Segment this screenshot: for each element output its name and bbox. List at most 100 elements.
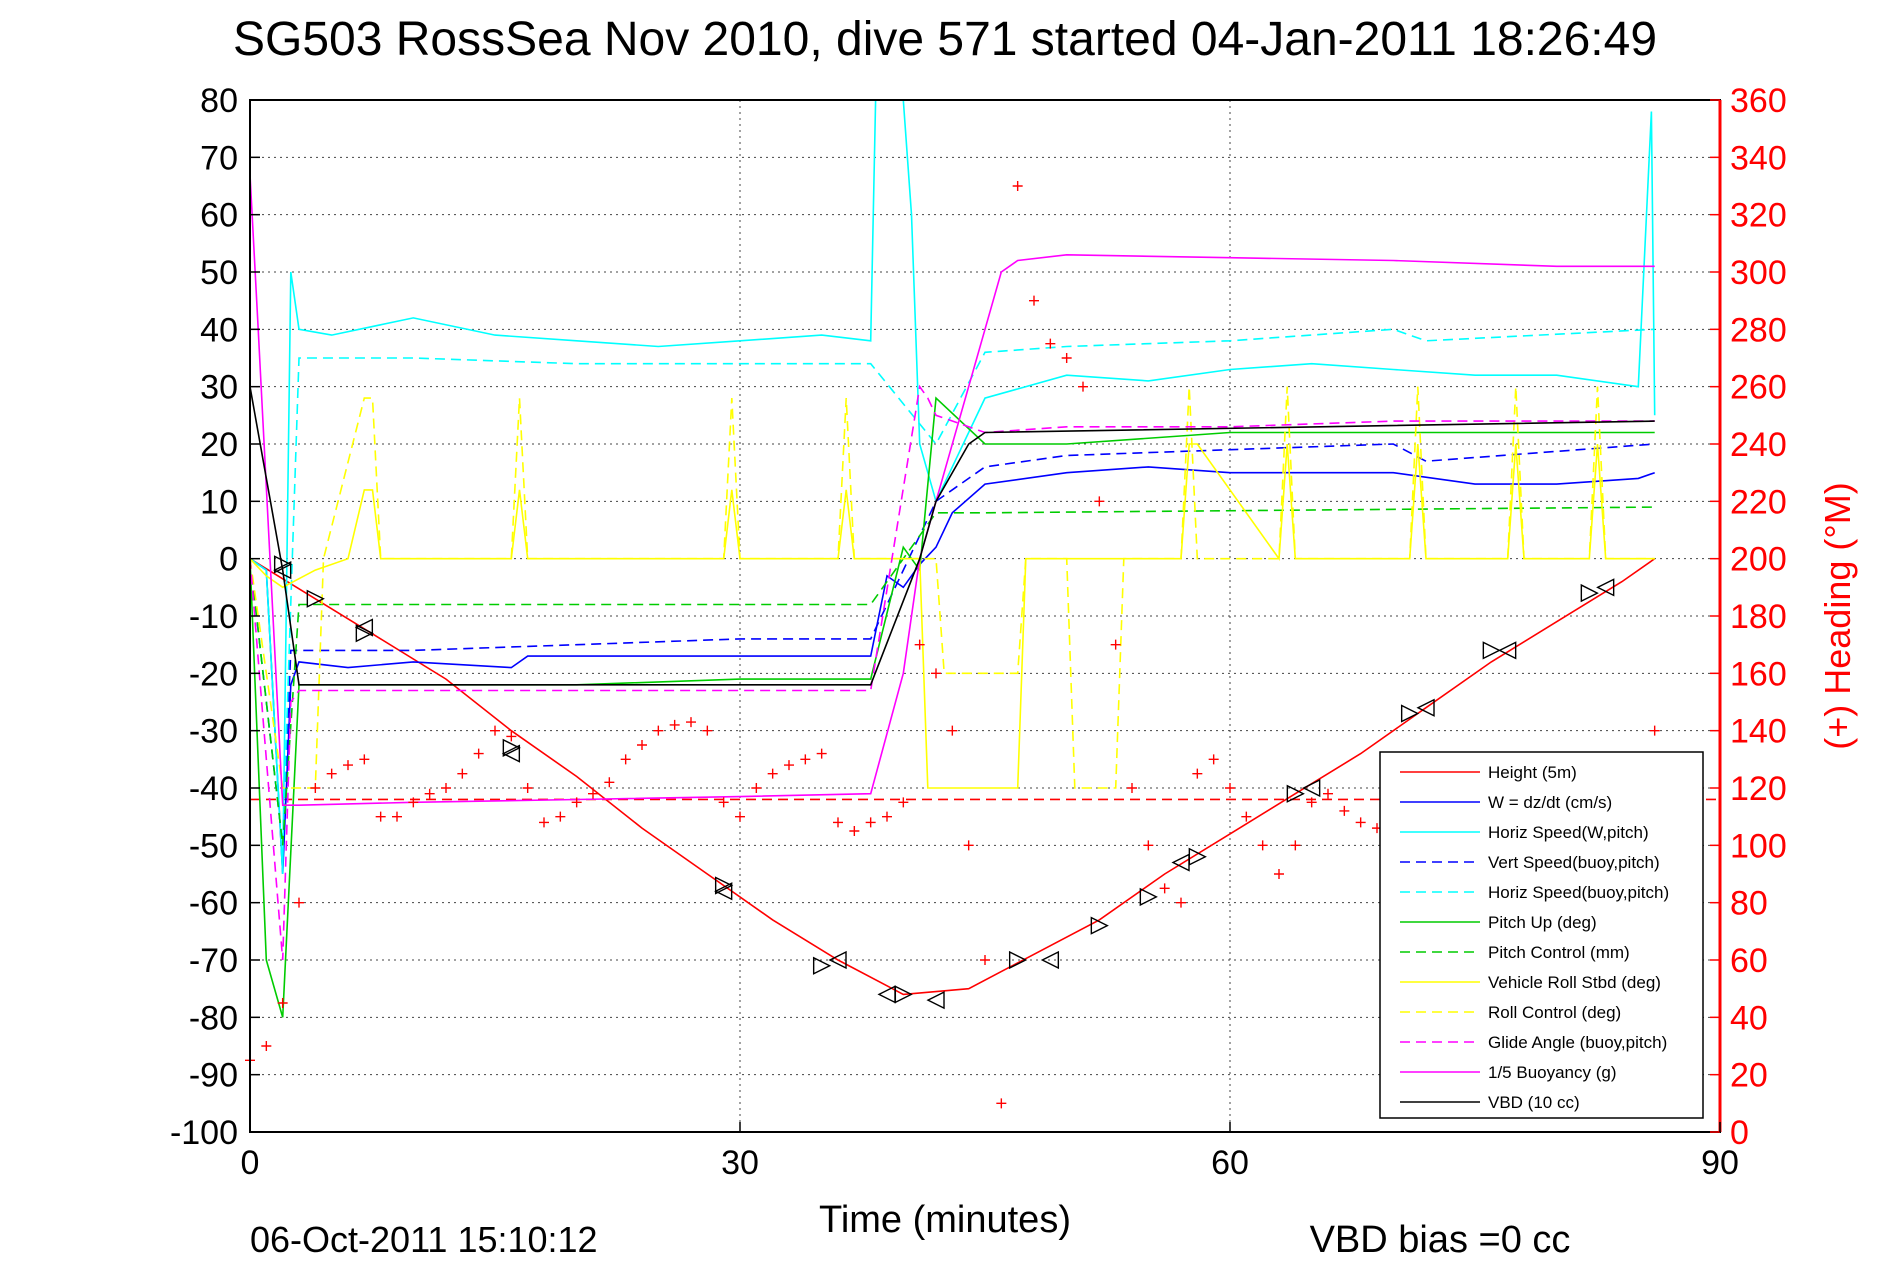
- heading-point: [865, 817, 876, 828]
- left-tick-label: -70: [189, 942, 238, 980]
- heading-point: [604, 777, 615, 788]
- right-tick-label: 320: [1730, 197, 1787, 235]
- left-tick-label: -10: [189, 598, 238, 636]
- turn-marker-right: [1139, 887, 1158, 907]
- left-tick-label: -90: [189, 1057, 238, 1095]
- left-tick-label: -20: [189, 655, 238, 693]
- timestamp-label: 06-Oct-2011 15:10:12: [250, 1219, 598, 1260]
- right-tick-label: 280: [1730, 311, 1787, 349]
- heading-point: [490, 725, 500, 736]
- series-line-vehicle-roll-stbd-deg: [249, 443, 1655, 789]
- right-tick-label: 360: [1730, 82, 1787, 120]
- legend-label-pitch-up-deg: Pitch Up (deg): [1488, 913, 1597, 932]
- turn-marker-left: [714, 882, 733, 901]
- heading-point: [261, 1041, 272, 1051]
- heading-point: [637, 740, 647, 750]
- heading-point: [833, 817, 843, 828]
- turn-marker-right: [502, 738, 521, 757]
- left-tick-label: 70: [200, 139, 238, 177]
- heading-point: [996, 1098, 1007, 1109]
- triangle-markers: [273, 555, 1615, 1010]
- heading-point: [1649, 725, 1660, 736]
- left-tick-label: 20: [200, 426, 238, 464]
- heading-point: [1323, 788, 1333, 799]
- legend-label-pitch-control-mm: Pitch Control (mm): [1488, 943, 1630, 962]
- heading-point: [1355, 817, 1366, 828]
- legend-box: [1379, 751, 1704, 1119]
- series-lines: [249, 99, 1720, 1018]
- right-tick-label: 0: [1730, 1114, 1749, 1152]
- heading-point: [669, 719, 680, 730]
- legend-label-w-dz-dt-cm-s: W = dz/dt (cm/s): [1488, 793, 1612, 812]
- turn-marker-right: [1286, 784, 1305, 803]
- right-tick-label: 180: [1730, 598, 1787, 636]
- bottom-tick-label: 0: [241, 1144, 260, 1182]
- heading-point: [359, 754, 370, 765]
- turn-marker-left: [501, 744, 521, 763]
- heading-point: [1225, 783, 1235, 793]
- right-tick-label: 80: [1730, 885, 1768, 923]
- turn-marker-left: [1416, 698, 1435, 717]
- right-tick-label: 100: [1730, 827, 1787, 865]
- heading-point: [784, 760, 794, 771]
- heading-point: [751, 783, 762, 793]
- heading-point: [882, 811, 892, 822]
- turn-marker-right: [1188, 847, 1207, 866]
- heading-point: [424, 788, 435, 799]
- turn-marker-right: [1090, 916, 1109, 935]
- turn-marker-right: [273, 555, 293, 574]
- left-tick-label: -100: [170, 1114, 238, 1152]
- turn-marker-right: [894, 985, 913, 1004]
- right-tick-label: 60: [1730, 942, 1768, 980]
- heading-point: [947, 725, 958, 736]
- right-axis-label: (+) Heading (°M): [1817, 482, 1858, 749]
- legend-label-height-5m: Height (5m): [1488, 763, 1577, 782]
- heading-point: [522, 783, 533, 793]
- heading-point: [1257, 840, 1268, 851]
- right-tick-label: 300: [1730, 254, 1787, 292]
- heading-point: [1029, 295, 1039, 306]
- heading-point: [686, 717, 696, 728]
- vbd-bias-label: VBD bias =0 cc: [1310, 1219, 1571, 1261]
- right-tick-label: 200: [1730, 541, 1787, 579]
- turn-marker-left: [1498, 641, 1517, 660]
- right-tick-label: 160: [1730, 655, 1787, 693]
- heading-point: [963, 840, 974, 851]
- turn-marker-right: [1482, 641, 1501, 660]
- heading-point: [473, 748, 484, 759]
- heading-point: [1061, 353, 1072, 363]
- heading-point: [1306, 797, 1317, 808]
- turn-marker-left: [354, 618, 374, 637]
- heading-point: [310, 783, 321, 793]
- heading-point: [735, 811, 745, 822]
- turn-marker-left: [273, 561, 292, 580]
- chart-title: SG503 RossSea Nov 2010, dive 571 started…: [233, 13, 1657, 66]
- left-tick-label: -50: [189, 827, 238, 865]
- heading-point: [1176, 897, 1186, 908]
- turn-marker-left: [1040, 950, 1060, 970]
- x-axis-label: Time (minutes): [819, 1199, 1071, 1241]
- bottom-tick-label: 90: [1701, 1144, 1739, 1182]
- heading-point: [441, 783, 451, 793]
- turn-marker-right: [714, 876, 734, 895]
- heading-point: [702, 725, 713, 736]
- heading-point: [980, 955, 990, 965]
- left-tick-label: 50: [200, 254, 238, 292]
- heading-point: [457, 768, 468, 779]
- heading-point: [1012, 181, 1023, 191]
- left-axis-ticks: 80 70 60 50 40 30 20 10 0 -10 -20 -30 -40 -50 -60 -70 -8…: [170, 82, 260, 1152]
- legend-label-vert-speed-buoy-pitch: Vert Speed(buoy,pitch): [1488, 853, 1660, 872]
- bottom-axis-ticks: 0 30 60 90: [241, 1122, 1739, 1182]
- turn-marker-left: [1596, 578, 1615, 597]
- right-tick-label: 120: [1730, 770, 1787, 808]
- heading-point: [343, 760, 353, 771]
- right-tick-label: 340: [1730, 139, 1787, 177]
- heading-point: [1045, 338, 1056, 349]
- turn-marker-right: [1400, 704, 1420, 723]
- series-line-horiz-speed-buoy-pitch: [249, 328, 1655, 846]
- left-tick-label: -30: [189, 713, 238, 751]
- series-line-vbd-10-cc: [249, 386, 1655, 686]
- heading-point: [1143, 840, 1154, 851]
- turn-marker-right: [1580, 583, 1599, 603]
